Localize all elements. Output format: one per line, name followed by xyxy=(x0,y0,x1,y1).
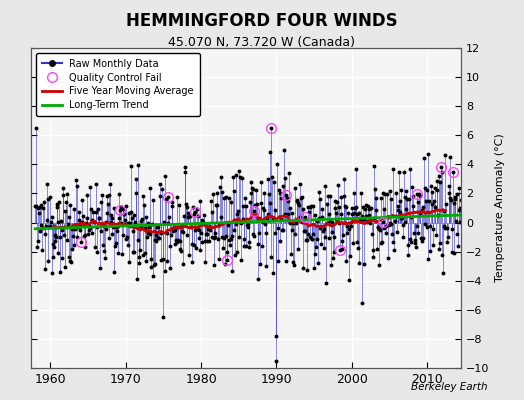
Text: HEMMINGFORD FOUR WINDS: HEMMINGFORD FOUR WINDS xyxy=(126,12,398,30)
Legend: Raw Monthly Data, Quality Control Fail, Five Year Moving Average, Long-Term Tren: Raw Monthly Data, Quality Control Fail, … xyxy=(36,53,200,116)
Text: 45.070 N, 73.720 W (Canada): 45.070 N, 73.720 W (Canada) xyxy=(169,36,355,49)
Text: Berkeley Earth: Berkeley Earth xyxy=(411,382,487,392)
Y-axis label: Temperature Anomaly (°C): Temperature Anomaly (°C) xyxy=(495,134,505,282)
